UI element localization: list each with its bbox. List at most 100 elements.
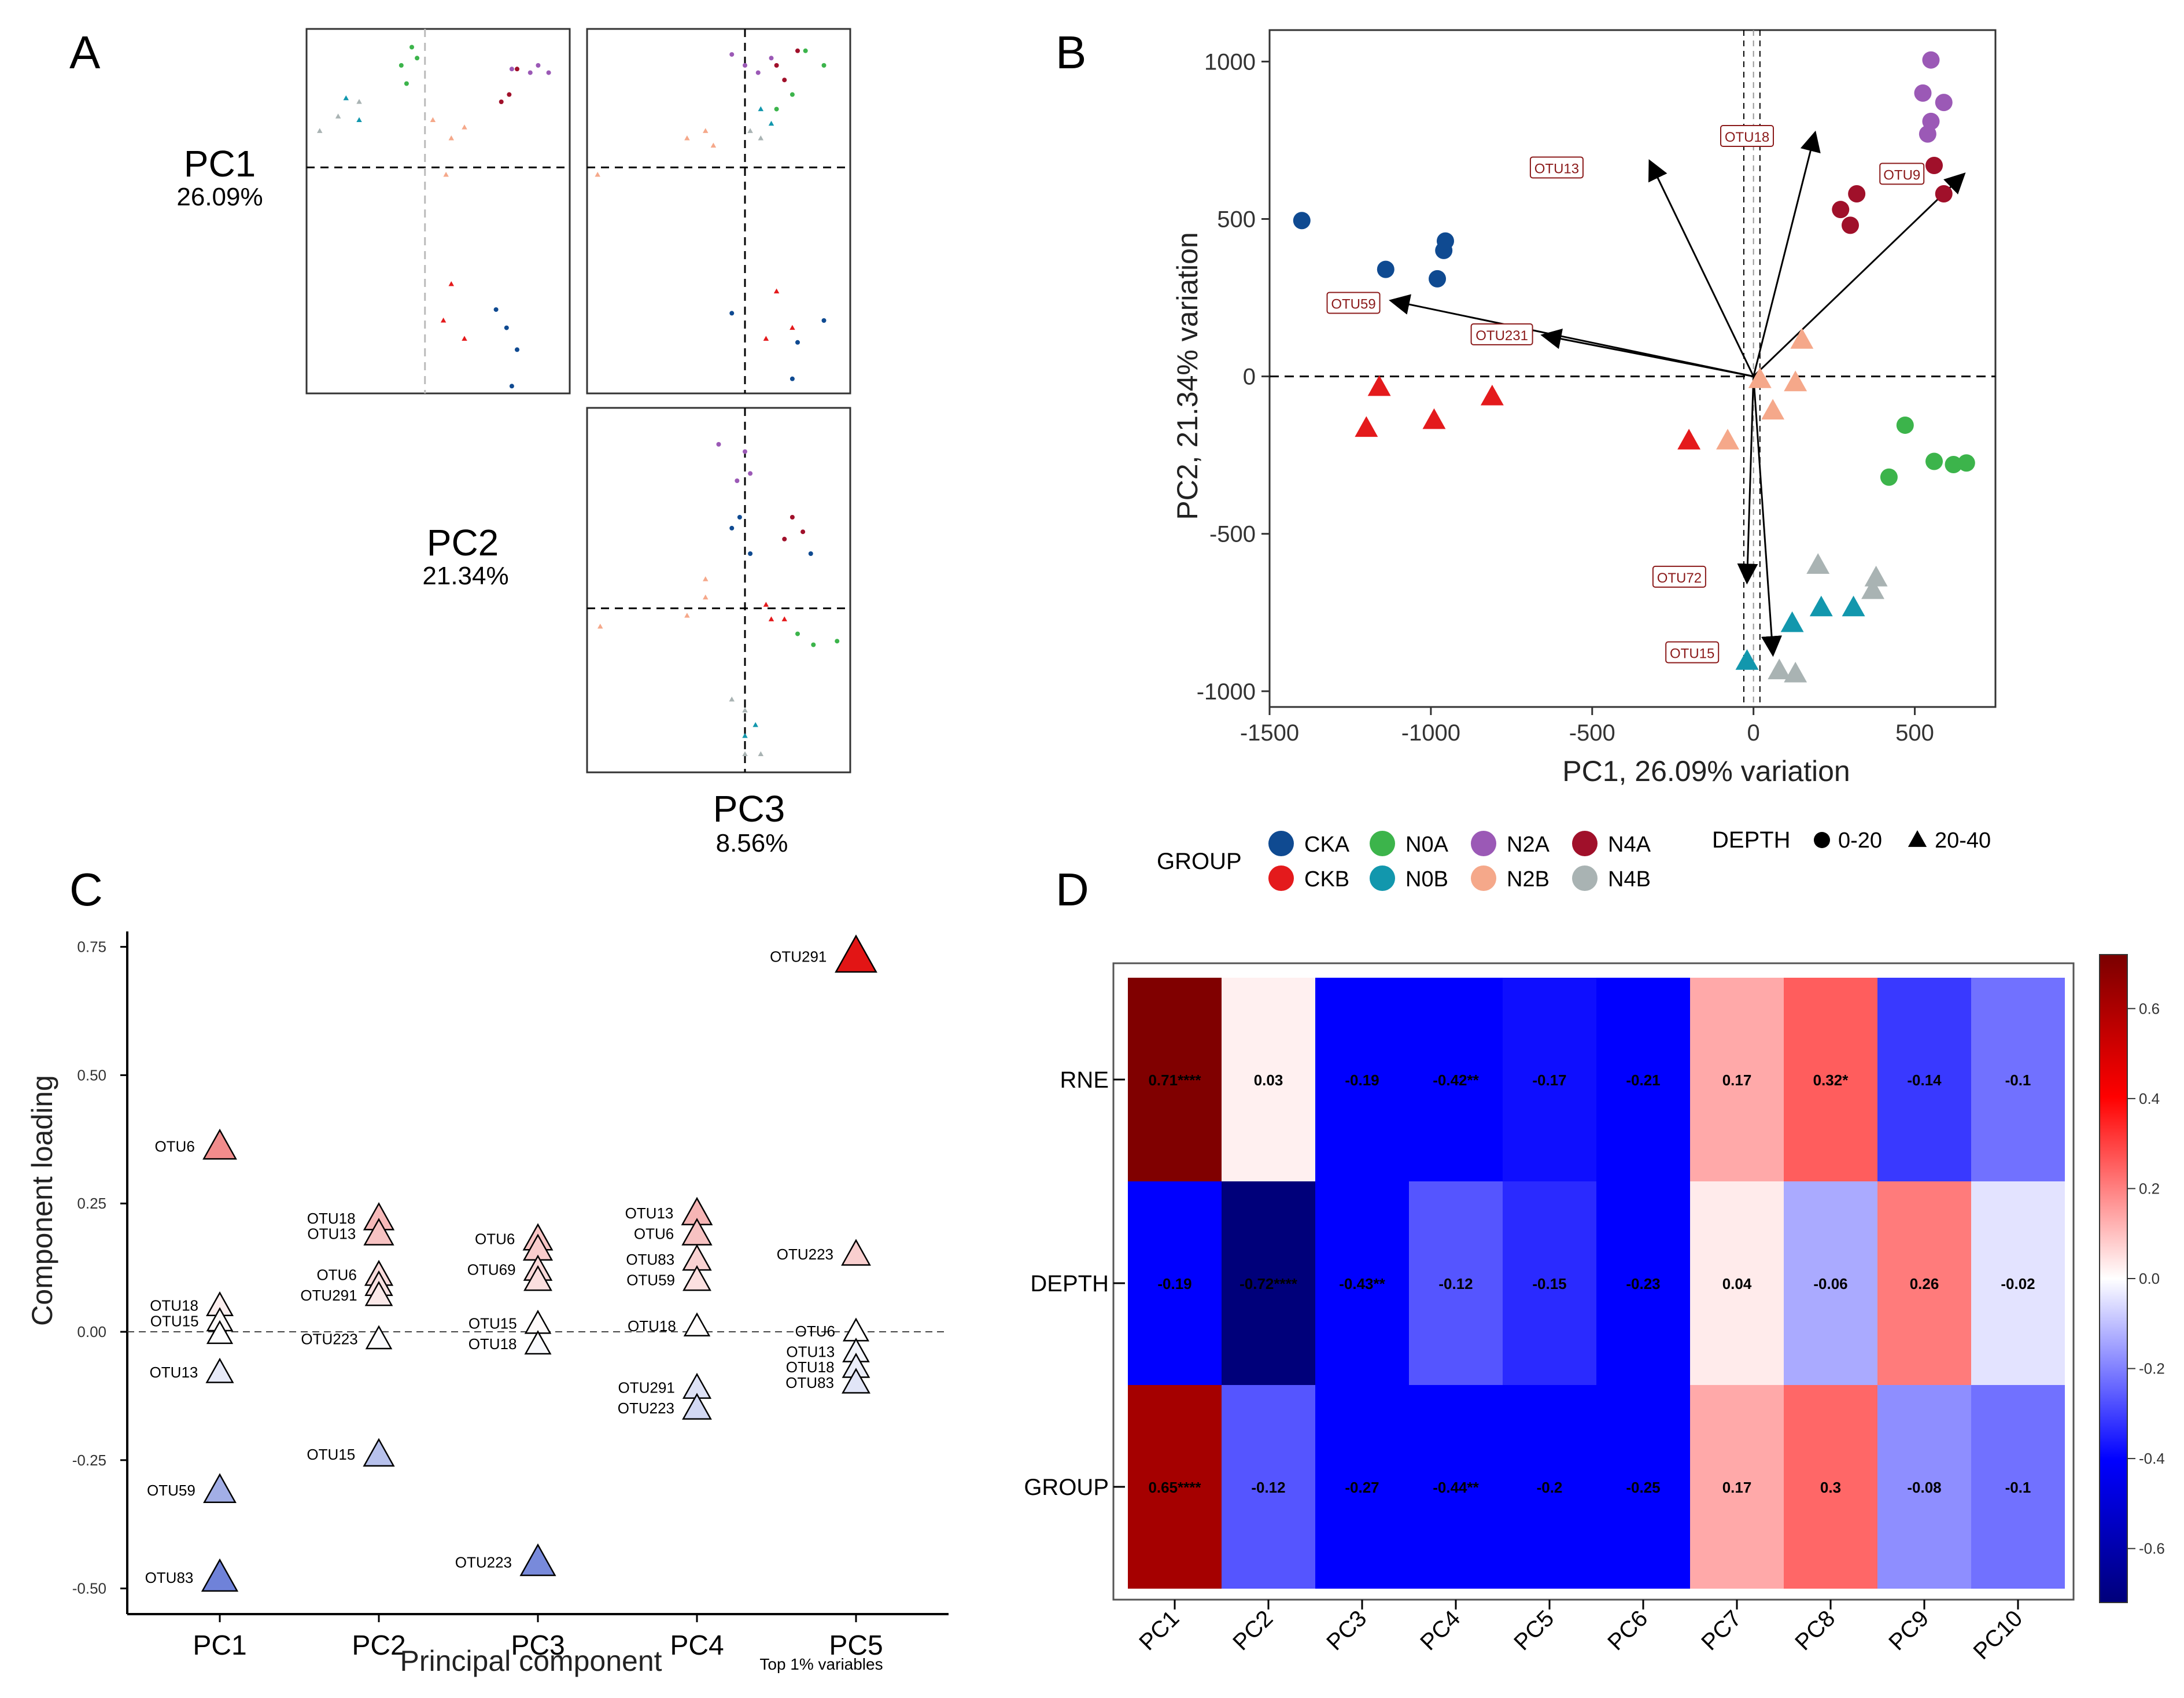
d-col-label: PC6 [1603, 1605, 1652, 1655]
pairs-point [748, 471, 753, 476]
d-cell-label: -0.06 [1813, 1275, 1847, 1292]
d-col-label: PC5 [1509, 1605, 1559, 1655]
d-cell-label: 0.3 [1820, 1479, 1841, 1496]
b-point [1861, 578, 1884, 599]
d-cell [1596, 1385, 1690, 1589]
d-cell-label: 0.32* [1813, 1071, 1849, 1089]
pc3-label: PC3 [713, 788, 785, 830]
c-point-label: OTU291 [618, 1379, 675, 1397]
c-point [203, 1473, 237, 1504]
c-x-axis-title: Principal component [400, 1645, 662, 1677]
pairs-point [356, 99, 362, 104]
pairs-point [415, 56, 420, 61]
pairs-frame-pc23 [586, 407, 851, 774]
loading-label-box [1529, 156, 1584, 179]
d-cell-label: -0.2 [1537, 1479, 1563, 1496]
pairs-point [729, 52, 735, 57]
b-point [1480, 384, 1504, 406]
c-point [519, 1543, 556, 1577]
pairs-point [769, 56, 774, 61]
b-point [1768, 658, 1791, 680]
d-cell-label: -0.19 [1345, 1071, 1379, 1089]
loading-label: OTU59 [1331, 296, 1375, 312]
d-row-label: DEPTH [1030, 1271, 1109, 1296]
pairs-point [768, 616, 774, 621]
legend-swatch [1471, 831, 1496, 856]
c-point-label: OTU223 [301, 1330, 357, 1347]
c-point-label: OTU59 [147, 1482, 195, 1499]
loading-label: OTU15 [1670, 646, 1714, 661]
legend-swatch [1268, 831, 1294, 856]
d-cell-label: -0.1 [2005, 1479, 2031, 1496]
colorbar-tick-label: -0.4 [2139, 1450, 2165, 1467]
pairs-point [742, 751, 748, 756]
pairs-point [747, 128, 753, 133]
d-col-label: PC2 [1228, 1605, 1278, 1655]
c-point-label: OTU18 [150, 1297, 198, 1314]
pairs-point [800, 529, 806, 535]
d-cell [1315, 1181, 1409, 1385]
d-cell [1503, 978, 1596, 1181]
d-cell-label: -0.72**** [1239, 1275, 1298, 1292]
pairs-point [782, 78, 787, 83]
b-point [1716, 429, 1739, 450]
pairs-point [752, 722, 758, 727]
c-x-tick-label: PC4 [670, 1630, 724, 1661]
colorbar [2099, 954, 2128, 1603]
d-cell [1971, 1181, 2065, 1385]
b-point [1925, 157, 1943, 174]
c-point-label: OTU223 [777, 1246, 833, 1263]
b-point [1935, 185, 1953, 202]
pairs-point [595, 172, 600, 177]
loading-label: OTU231 [1475, 328, 1528, 344]
d-col-label: PC4 [1415, 1605, 1465, 1655]
c-point-label: OTU291 [770, 948, 827, 965]
pairs-point [795, 48, 800, 53]
loading-label-box [1652, 565, 1706, 588]
d-cell [1877, 978, 1971, 1181]
loading-arrow [1753, 376, 1782, 657]
pairs-point [356, 117, 362, 122]
d-cell-label: -0.19 [1157, 1275, 1191, 1292]
c-x-tick-label: PC5 [829, 1630, 883, 1661]
b-x-tick-label: 500 [1895, 720, 1934, 746]
pairs-point [790, 92, 795, 97]
d-cell [1409, 1385, 1503, 1589]
d-cell-label: -0.17 [1532, 1071, 1566, 1089]
c-point [835, 934, 877, 973]
pairs-point [821, 318, 827, 323]
d-cell-label: -0.44** [1433, 1479, 1479, 1496]
panel-c-loadings: 0.75 0.50 0.25 0.00 -0.25 -0.50 PC1 PC2 PC3 PC4 PC… [72, 931, 949, 1661]
c-point [205, 1357, 234, 1383]
b-y-tick-label: -1000 [1197, 679, 1256, 705]
c-point-label: OTU83 [626, 1251, 674, 1268]
b-point [1377, 260, 1394, 278]
d-cell-label: -0.02 [2001, 1275, 2035, 1292]
d-cell-label: 0.04 [1722, 1275, 1752, 1292]
pairs-point [773, 288, 780, 294]
pairs-point [743, 63, 747, 68]
legend-item: N0A [1405, 833, 1449, 857]
d-col-label: PC8 [1790, 1605, 1840, 1655]
d-cell [1877, 1181, 1971, 1385]
loading-label: OTU18 [1725, 130, 1769, 145]
pairs-point [758, 751, 764, 756]
pairs-point [735, 478, 740, 483]
legend-depth-circle [1814, 832, 1830, 848]
c-point-label: OTU6 [154, 1138, 194, 1155]
pairs-point [448, 135, 454, 141]
d-cell [1315, 1385, 1409, 1589]
legend-item: CKB [1304, 867, 1349, 892]
b-x-tick-label: -1500 [1240, 720, 1299, 746]
colorbar-tick-label: 0.0 [2139, 1270, 2160, 1287]
loading-label-box [1720, 125, 1774, 148]
pairs-point [462, 336, 467, 341]
c-point-label: OTU18 [468, 1335, 517, 1353]
pairs-point [716, 442, 721, 447]
pairs-point [430, 117, 436, 122]
d-cell-label: 0.03 [1254, 1071, 1283, 1089]
d-col-label: PC10 [1968, 1605, 2027, 1664]
b-point [1842, 595, 1865, 617]
d-cell-label: -0.23 [1626, 1275, 1660, 1292]
loading-label-box [1326, 292, 1381, 314]
